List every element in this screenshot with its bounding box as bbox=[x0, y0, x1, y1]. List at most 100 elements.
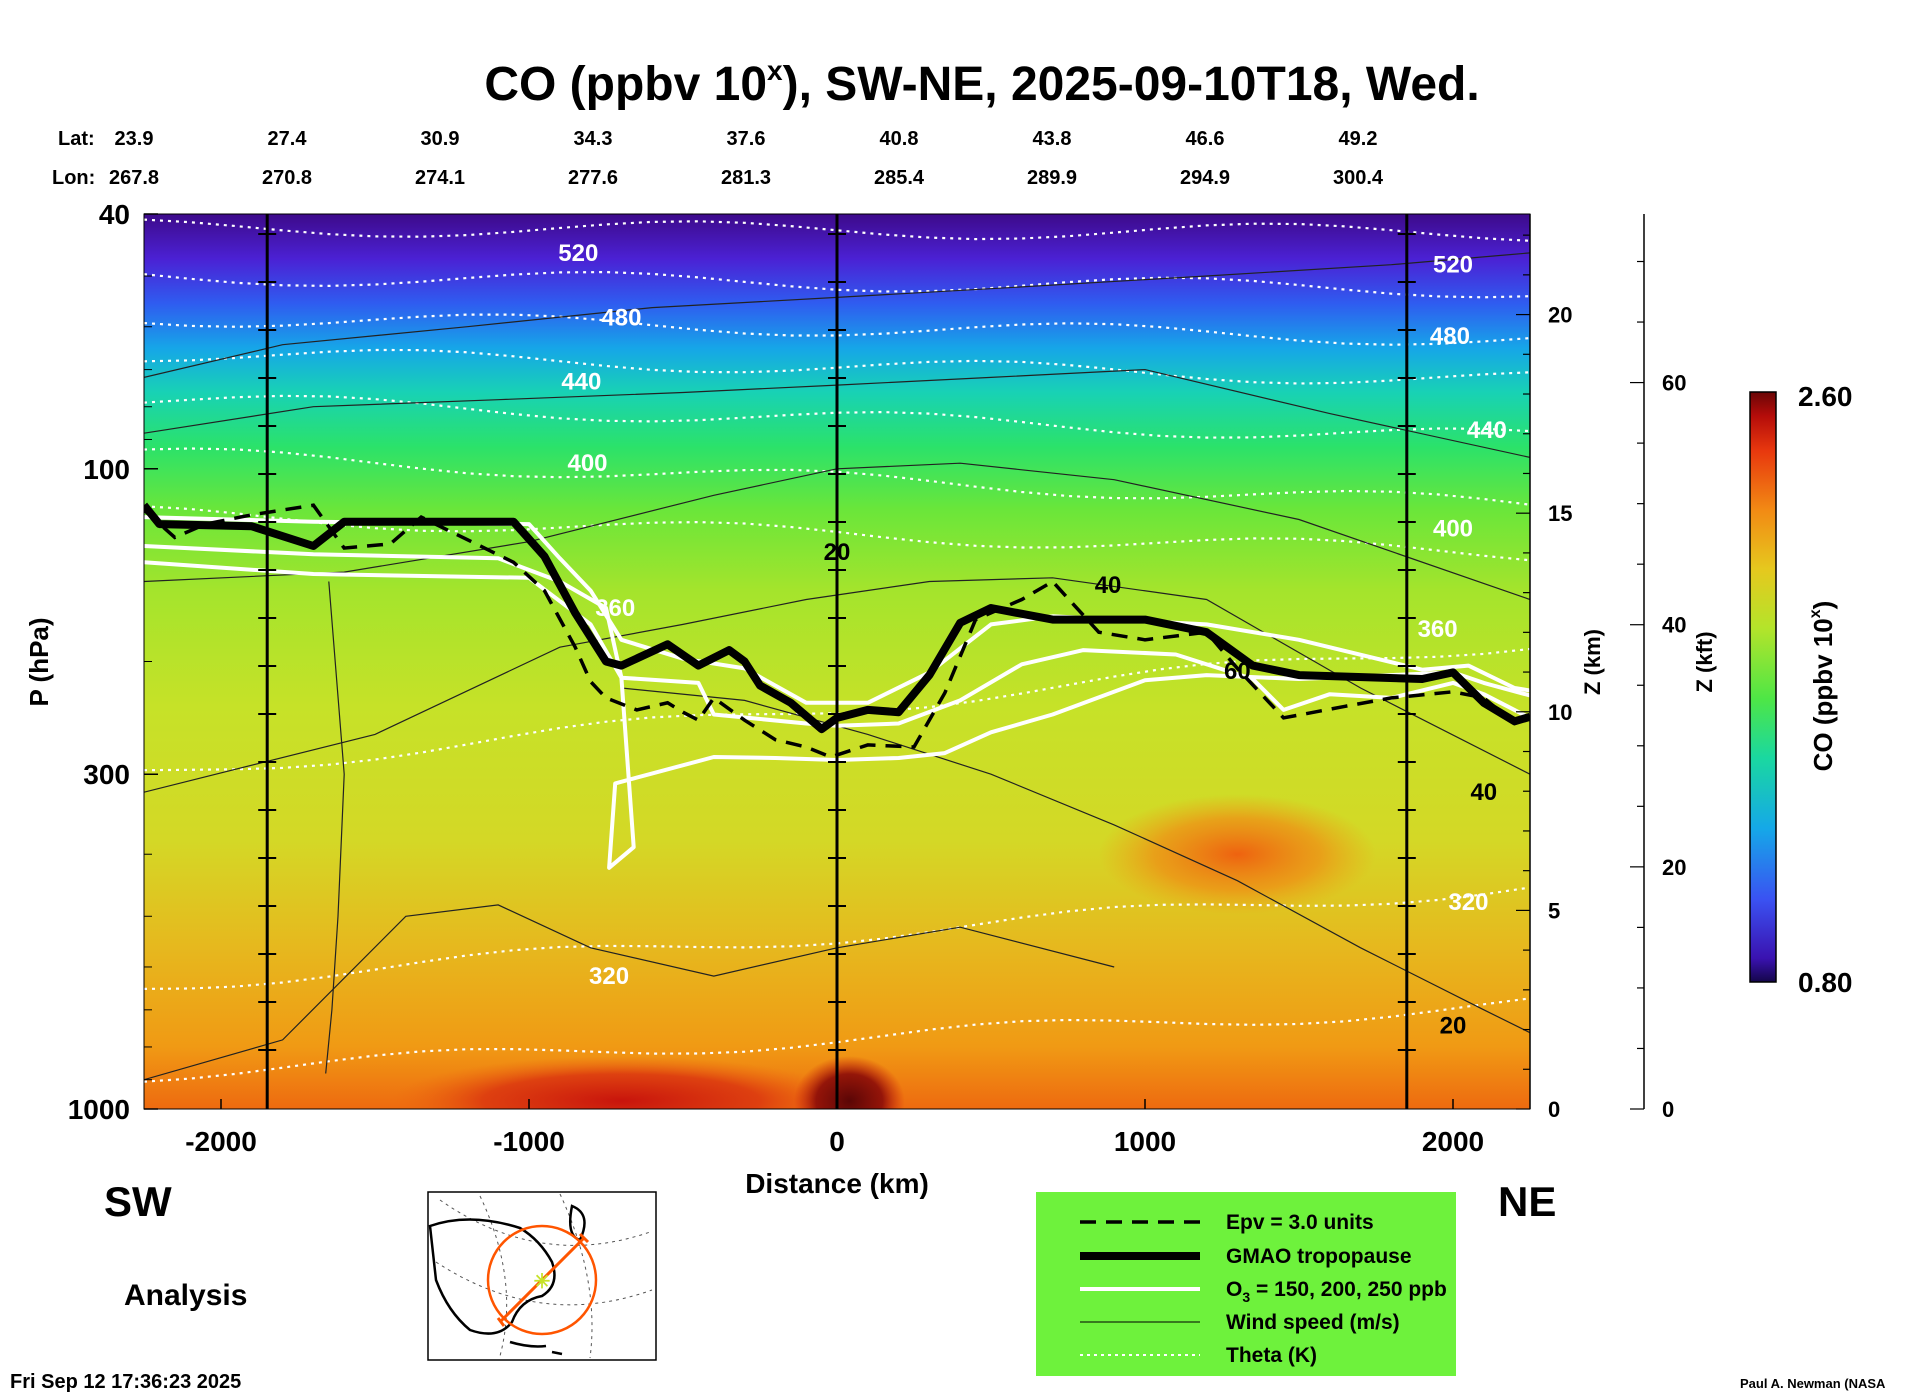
sw-label: SW bbox=[104, 1178, 172, 1225]
colorbar-title: CO (ppbv 10x) bbox=[1807, 601, 1838, 772]
lon-value: 277.6 bbox=[568, 167, 618, 189]
latlon-markers bbox=[258, 214, 1416, 1109]
lat-value: 34.3 bbox=[574, 128, 613, 150]
kft-tick-label: 40 bbox=[1662, 613, 1686, 638]
lat-value: 23.9 bbox=[115, 128, 154, 150]
legend-label-epv: Epv = 3.0 units bbox=[1226, 1211, 1374, 1234]
y-tick-label: 40 bbox=[99, 199, 130, 230]
kft-tick-label: 20 bbox=[1662, 855, 1686, 880]
theta-label: 520 bbox=[1433, 252, 1473, 279]
x-axis-label: Distance (km) bbox=[745, 1168, 929, 1199]
theta-label: 440 bbox=[1467, 417, 1507, 444]
y-tick-label: 100 bbox=[83, 454, 130, 485]
kft-tick-label: 0 bbox=[1662, 1097, 1674, 1122]
lon-value: 274.1 bbox=[415, 167, 465, 189]
z-km-axis-label: Z (km) bbox=[1580, 629, 1605, 695]
lon-value: 294.9 bbox=[1180, 167, 1230, 189]
epv-line bbox=[144, 503, 1530, 759]
lon-value: 281.3 bbox=[721, 167, 771, 189]
colorbar-max: 2.60 bbox=[1798, 381, 1853, 412]
track-line bbox=[498, 1236, 586, 1324]
theta-label: 320 bbox=[1448, 889, 1488, 916]
co-hotspot-2 bbox=[1098, 794, 1376, 915]
theta-label: 400 bbox=[567, 450, 607, 477]
lat-value: 40.8 bbox=[880, 128, 919, 150]
lon-value: 289.9 bbox=[1027, 167, 1077, 189]
credit: Paul A. Newman (NASA bbox=[1740, 1376, 1886, 1391]
lon-value: 267.8 bbox=[109, 167, 159, 189]
z-kft-axis-label: Z (kft) bbox=[1692, 631, 1717, 692]
legend-label-o3: O3 = 150, 200, 250 ppb bbox=[1226, 1278, 1447, 1305]
wind-label: 20 bbox=[824, 539, 851, 566]
lat-value: 46.6 bbox=[1186, 128, 1225, 150]
colorbar-min: 0.80 bbox=[1798, 967, 1853, 998]
theta-contour-9 bbox=[144, 997, 1530, 1083]
inset-map: ✳ bbox=[427, 1191, 657, 1361]
lon-value: 300.4 bbox=[1333, 167, 1384, 189]
lon-label: Lon: bbox=[52, 167, 95, 189]
theta-label: 400 bbox=[1433, 516, 1473, 543]
ne-label: NE bbox=[1498, 1178, 1556, 1225]
z-tick-label: 5 bbox=[1548, 898, 1560, 923]
theta-contour-6 bbox=[144, 505, 1530, 562]
co-hotspots bbox=[390, 794, 1376, 1109]
legend-label-tropopause: GMAO tropopause bbox=[1226, 1245, 1412, 1268]
lat-lon-row: 23.9 267.8 27.4 270.8 30.9 274.1 34.3 277.6 37.6… bbox=[109, 128, 1384, 189]
z-kft-axis: 0 20 40 60 bbox=[1630, 214, 1686, 1122]
z-km-axis: 0 5 10 15 20 bbox=[1516, 214, 1572, 1122]
lat-value: 49.2 bbox=[1339, 128, 1378, 150]
wind-label: 60 bbox=[1224, 658, 1251, 685]
co-hotspot-0 bbox=[390, 1056, 853, 1109]
lat-value: 37.6 bbox=[727, 128, 766, 150]
lat-value: 27.4 bbox=[268, 128, 308, 150]
legend-label-theta: Theta (K) bbox=[1226, 1344, 1317, 1367]
theta-label: 440 bbox=[561, 368, 601, 395]
legend: Epv = 3.0 units GMAO tropopause O3 = 150… bbox=[1036, 1192, 1456, 1376]
x-tick-label: 1000 bbox=[1114, 1126, 1176, 1157]
z-tick-label: 20 bbox=[1548, 303, 1572, 328]
legend-label-wind: Wind speed (m/s) bbox=[1226, 1311, 1400, 1334]
lon-value: 270.8 bbox=[262, 167, 312, 189]
wind-label: 20 bbox=[1440, 1012, 1467, 1039]
x-tick-label: -1000 bbox=[493, 1126, 565, 1157]
y-axis-label: P (hPa) bbox=[24, 617, 54, 706]
wind-contour-4 bbox=[621, 687, 1530, 1034]
wind-contour-5 bbox=[144, 904, 1115, 1081]
y-tick-label: 300 bbox=[83, 759, 130, 790]
theta-label: 360 bbox=[1418, 616, 1458, 643]
x-tick-label: 0 bbox=[829, 1126, 845, 1157]
theta-contour-8 bbox=[144, 886, 1530, 990]
z-tick-label: 10 bbox=[1548, 700, 1572, 725]
z-tick-label: 0 bbox=[1548, 1097, 1560, 1122]
timestamp: Fri Sep 12 17:36:23 2025 bbox=[10, 1371, 241, 1393]
wind-label: 40 bbox=[1470, 779, 1497, 806]
theta-label: 480 bbox=[1430, 323, 1470, 350]
x-tick-label: 2000 bbox=[1422, 1126, 1484, 1157]
o3-contour-0 bbox=[144, 515, 1530, 705]
chart-title: CO (ppbv 10x), SW-NE, 2025-09-10T18, Wed… bbox=[484, 55, 1479, 111]
wind-contour-6 bbox=[325, 581, 345, 1074]
y-axis: 40 100 300 1000 bbox=[68, 199, 158, 1125]
theta-label: 520 bbox=[558, 240, 598, 267]
range-circle bbox=[486, 1224, 598, 1336]
o3-contour-1 bbox=[144, 544, 1530, 728]
kft-tick-label: 60 bbox=[1662, 371, 1686, 396]
co-hotspot-1 bbox=[793, 1056, 905, 1109]
tropopause-line bbox=[144, 502, 1530, 734]
y-tick-label: 1000 bbox=[68, 1094, 130, 1125]
theta-label: 320 bbox=[589, 963, 629, 990]
lon-value: 285.4 bbox=[874, 167, 925, 189]
x-axis: -2000 -1000 0 1000 2000 bbox=[185, 1099, 1484, 1157]
lat-label: Lat: bbox=[58, 128, 95, 150]
x-tick-label: -2000 bbox=[185, 1126, 257, 1157]
wind-label: 40 bbox=[1095, 572, 1122, 599]
wind-contour-3 bbox=[144, 577, 1530, 793]
z-tick-label: 15 bbox=[1548, 501, 1572, 526]
colorbar bbox=[1749, 391, 1777, 983]
theta-label: 480 bbox=[601, 304, 641, 331]
lat-value: 43.8 bbox=[1033, 128, 1072, 150]
center-star-icon: ✳ bbox=[534, 1271, 551, 1293]
analysis-label: Analysis bbox=[124, 1279, 247, 1312]
